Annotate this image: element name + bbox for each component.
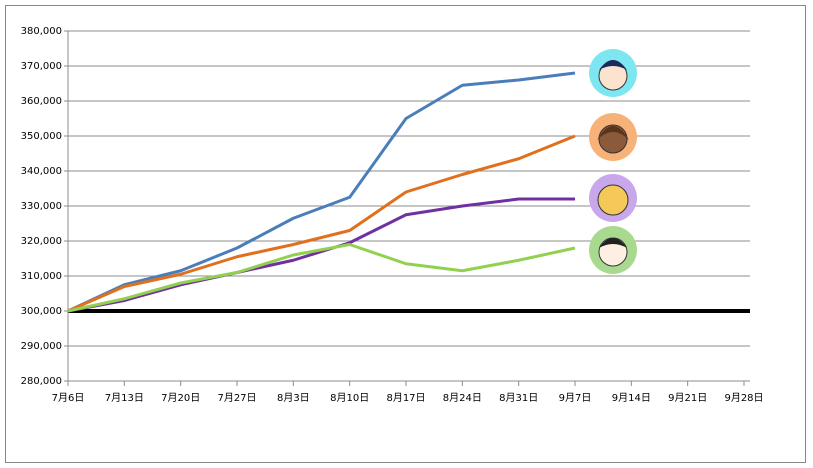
x-tick-label: 9月28日 [724,392,763,404]
series-line [67,243,576,313]
x-tick-label: 8月10日 [330,392,369,404]
x-tick-label: 7月6日 [52,392,85,404]
x-tick-label: 8月17日 [386,392,425,404]
series-line [67,197,575,313]
y-tick-label: 290,000 [21,341,62,352]
y-tick-label: 320,000 [21,236,62,247]
y-tick-label: 360,000 [21,96,62,107]
avatar-face [597,184,629,216]
series-line [67,134,576,313]
y-tick-label: 310,000 [21,271,62,282]
y-tick-label: 380,000 [21,26,62,37]
x-tick-label: 8月31日 [499,392,538,404]
x-tick-label: 7月13日 [105,392,144,404]
avatar-hair [599,60,627,70]
y-tick-label: 330,000 [21,201,62,212]
series-line [67,71,576,313]
x-tick-label: 7月20日 [161,392,200,404]
y-tick-label: 350,000 [21,131,62,142]
y-tick-label: 370,000 [21,61,62,72]
x-tick-label: 9月7日 [559,392,592,404]
chart-border [5,5,806,463]
x-tick-label: 8月24日 [443,392,482,404]
x-tick-label: 7月27日 [217,392,256,404]
y-tick-label: 340,000 [21,166,62,177]
x-tick-label: 9月14日 [612,392,651,404]
x-tick-label: 8月3日 [277,392,310,404]
avatars [589,49,637,274]
y-tick-label: 300,000 [21,306,62,317]
x-tick-label: 9月21日 [668,392,707,404]
avatar-hair [599,238,627,248]
avatar-hair [597,126,629,140]
y-tick-label: 280,000 [21,376,62,387]
